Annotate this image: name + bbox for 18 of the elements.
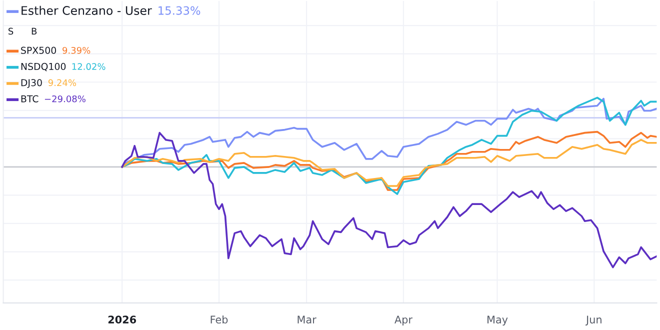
x-tick-label: 2026	[108, 316, 136, 324]
x-tick-label: Mar	[298, 316, 316, 324]
annotation: −29.08%	[44, 95, 86, 102]
text: 12.02%	[72, 63, 106, 70]
text: S	[8, 28, 14, 35]
x-tick-label: May	[488, 316, 508, 326]
legend-label: Esther Cenzano - User	[22, 6, 152, 15]
x-tick-label: Apr	[394, 316, 412, 326]
legend-label: DJ30	[21, 79, 42, 88]
text: 9.39%	[62, 46, 90, 54]
x-tick-label: Feb	[210, 315, 228, 324]
x-tick-label: Jun	[585, 316, 602, 326]
text: 9.24%	[48, 79, 76, 86]
text: B	[32, 28, 37, 34]
legend-label: SPX500	[21, 46, 56, 54]
legend-label: BTC	[21, 95, 38, 102]
legend-label: NSDQ100	[21, 62, 66, 72]
text: 15.33%	[158, 6, 200, 15]
